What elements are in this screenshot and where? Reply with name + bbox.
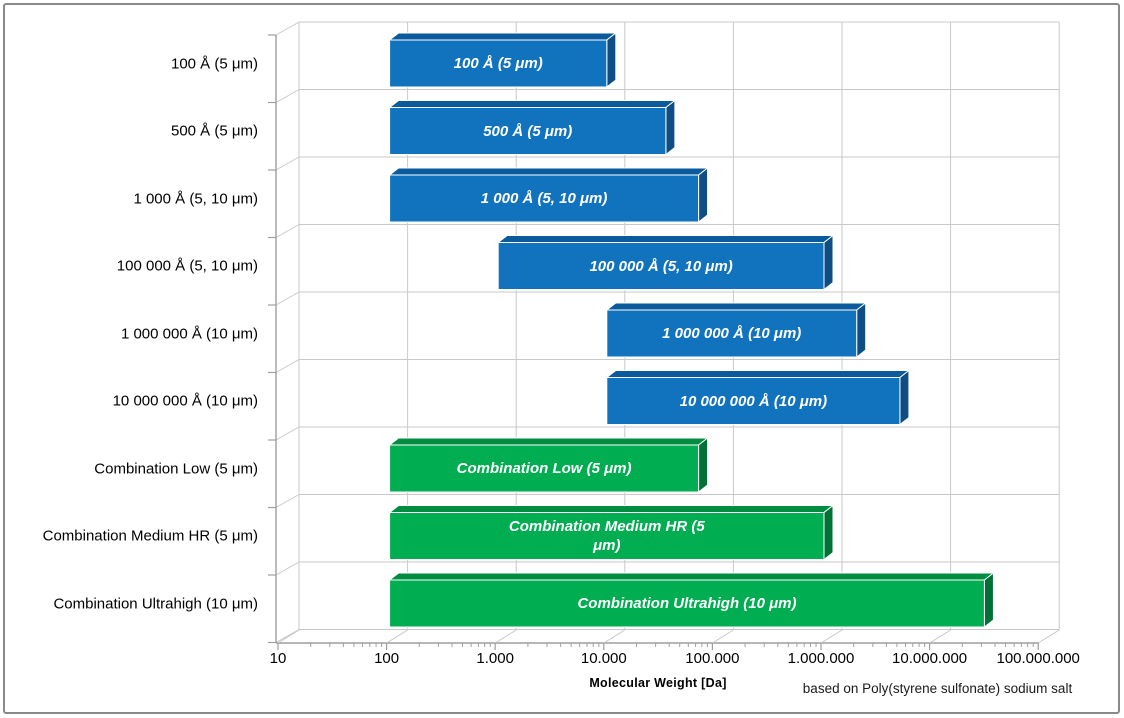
category-label: Combination Medium HR (5 μm) (42, 527, 258, 545)
bar-side-face (823, 505, 834, 560)
x-tick-label: 10 (269, 650, 287, 667)
bar-side-face (983, 572, 994, 628)
x-tick-label: 100 (374, 650, 400, 667)
x-tick-label: 100.000.000 (996, 650, 1080, 667)
bar-top-face (389, 572, 994, 581)
bar-top-face (606, 370, 910, 378)
category-label: 100 000 Å (5, 10 μm) (116, 257, 258, 275)
bar-top-face (497, 235, 834, 243)
bar-side-face (856, 302, 867, 358)
x-tick-label: 10.000.000 (892, 650, 968, 667)
bar-front-face (389, 107, 667, 155)
x-tick-label: 10.000 (580, 650, 627, 667)
category-label: 10 000 000 Å (10 μm) (112, 392, 258, 410)
floor-diagonal (929, 629, 951, 644)
bar-front-face (389, 579, 985, 628)
floor-diagonal (275, 291, 300, 306)
bar-front-face (606, 309, 858, 358)
floor-diagonal (275, 629, 300, 643)
bar-side-face (698, 437, 709, 493)
floor-diagonal (820, 629, 843, 644)
floor-diagonal (603, 629, 626, 644)
floor-diagonal (275, 89, 300, 103)
floor-diagonal (275, 561, 300, 576)
bar-side-face (899, 370, 910, 425)
bar-front-face (389, 512, 825, 560)
bar-side-face (665, 100, 676, 155)
bar-top-face (389, 100, 676, 108)
floor-diagonal (275, 156, 300, 171)
bar-front-face (389, 39, 608, 88)
bar-top-face (389, 167, 709, 176)
floor-diagonal (275, 224, 300, 238)
category-label: 500 Å (5 μm) (170, 122, 258, 140)
floor-diagonal (1037, 629, 1060, 644)
floor-diagonal (494, 629, 517, 644)
floor-diagonal (275, 21, 300, 36)
category-label: 100 Å (5 μm) (170, 55, 258, 72)
bar-front-face (497, 242, 825, 290)
bar-front-face (389, 174, 700, 223)
bar-top-face (389, 437, 709, 446)
floor-diagonal (386, 629, 408, 644)
floor-diagonal (277, 629, 300, 644)
bar-side-face (823, 235, 834, 290)
bar-front-face (389, 444, 700, 493)
category-label: 1 000 Å (5, 10 μm) (133, 190, 258, 207)
x-tick-label: 1.000 (476, 650, 514, 667)
bar-top-face (389, 32, 617, 41)
bar-top-face (389, 505, 834, 513)
bar-top-face (606, 302, 867, 311)
category-label: Combination Ultrahigh (10 μm) (53, 595, 258, 612)
floor-diagonal (275, 426, 300, 441)
floor-diagonal (275, 494, 300, 508)
x-tick-label: 100.000 (685, 650, 740, 667)
calibration-footnote: based on Poly(styrene sulfonate) sodium … (802, 681, 1073, 696)
bar-front-face (606, 377, 901, 425)
floor-diagonal (275, 359, 300, 373)
floor-diagonal (712, 629, 734, 644)
category-label: 1 000 000 Å (10 μm) (120, 325, 258, 342)
x-axis-title: Molecular Weight [Da] (589, 676, 727, 690)
bar-side-face (606, 32, 617, 88)
bar-side-face (698, 167, 709, 223)
x-tick-label: 1.000.000 (787, 650, 855, 667)
category-label: Combination Low (5 μm) (94, 460, 258, 477)
